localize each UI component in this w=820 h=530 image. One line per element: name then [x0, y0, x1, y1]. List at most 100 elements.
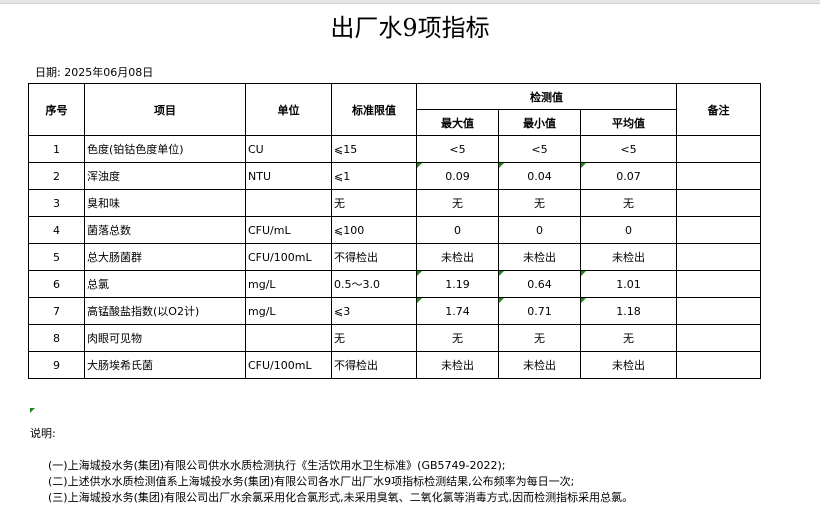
table-row: 4 菌落总数 CFU/mL ⩽100 0 0 0 — [28, 216, 761, 244]
cell-remark — [676, 243, 761, 271]
cell-limit: ⩽100 — [331, 216, 417, 244]
cell-unit — [245, 324, 332, 352]
cell-avg: 0.07 — [580, 162, 677, 190]
report-date: 日期: 2025年06月08日 — [35, 66, 154, 79]
table-row: 2 浑浊度 NTU ⩽1 0.09 0.04 0.07 — [28, 162, 761, 190]
table-row: 1 色度(铂钴色度单位) CU ⩽15 <5 <5 <5 — [28, 135, 761, 163]
cell-max: 无 — [416, 324, 499, 352]
cell-remark — [676, 351, 761, 379]
cell-remark — [676, 216, 761, 244]
cell-avg: 1.01 — [580, 270, 677, 298]
cell-remark — [676, 189, 761, 217]
cell-no: 5 — [28, 243, 85, 271]
table-row: 8 肉眼可见物无无无无 — [28, 324, 761, 352]
spreadsheet-header-bar — [0, 0, 820, 4]
cell-unit: mg/L — [245, 297, 332, 325]
cell-max: 1.74 — [416, 297, 499, 325]
header-avg: 平均值 — [580, 109, 677, 136]
page-title: 出厂水9项指标 — [330, 14, 490, 42]
cell-item: 大肠埃希氏菌 — [84, 351, 246, 379]
cell-remark — [676, 297, 761, 325]
cell-limit: 不得检出 — [331, 351, 417, 379]
cell-no: 4 — [28, 216, 85, 244]
cell-min: 0.71 — [498, 297, 581, 325]
cell-min: 0.04 — [498, 162, 581, 190]
cell-avg: 无 — [580, 324, 677, 352]
cell-max: 0.09 — [416, 162, 499, 190]
cell-no: 3 — [28, 189, 85, 217]
cell-max: <5 — [416, 135, 499, 163]
cell-max: 1.19 — [416, 270, 499, 298]
cell-item: 总大肠菌群 — [84, 243, 246, 271]
cell-min: <5 — [498, 135, 581, 163]
header-measured: 检测值 — [416, 83, 677, 110]
header-no: 序号 — [28, 83, 85, 136]
table-row: 7 高锰酸盐指数(以O2计) mg/L ⩽3 1.74 0.71 1.18 — [28, 297, 761, 325]
cell-remark — [676, 135, 761, 163]
cell-min: 无 — [498, 324, 581, 352]
notes-label: 说明: — [30, 427, 56, 440]
cell-item: 高锰酸盐指数(以O2计) — [84, 297, 246, 325]
cell-avg: 未检出 — [580, 243, 677, 271]
table-row: 6 总氯 mg/L 0.5～3.0 1.19 0.64 1.01 — [28, 270, 761, 298]
cell-max: 未检出 — [416, 351, 499, 379]
cell-min: 未检出 — [498, 351, 581, 379]
cell-unit: CFU/100mL — [245, 351, 332, 379]
cell-limit: ⩽3 — [331, 297, 417, 325]
cell-unit: CFU/mL — [245, 216, 332, 244]
header-unit: 单位 — [245, 83, 332, 136]
cell-limit: 不得检出 — [331, 243, 417, 271]
cell-no: 1 — [28, 135, 85, 163]
cell-limit: 无 — [331, 189, 417, 217]
cell-remark — [676, 324, 761, 352]
table-row: 3 臭和味无无无无 — [28, 189, 761, 217]
header-item: 项目 — [84, 83, 246, 136]
water-quality-table: 序号 项目 单位 标准限值 检测值 备注 最大值 最小值 平均值 1 色度(铂钴色… — [28, 83, 761, 379]
cell-item: 色度(铂钴色度单位) — [84, 135, 246, 163]
cell-no: 7 — [28, 297, 85, 325]
cell-unit: CU — [245, 135, 332, 163]
cell-avg: 未检出 — [580, 351, 677, 379]
cell-limit: 0.5～3.0 — [331, 270, 417, 298]
cell-item: 总氯 — [84, 270, 246, 298]
cell-min: 0 — [498, 216, 581, 244]
header-remark: 备注 — [676, 83, 761, 136]
cell-min: 0.64 — [498, 270, 581, 298]
table-row: 9 大肠埃希氏菌 CFU/100mL 不得检出 未检出 未检出 未检出 — [28, 351, 761, 379]
cell-comment-marker — [30, 408, 35, 413]
cell-limit: 无 — [331, 324, 417, 352]
cell-item: 浑浊度 — [84, 162, 246, 190]
note-line: (二)上述供水水质检测值系上海城投水务(集团)有限公司各水厂出厂水9项指标检测结… — [48, 475, 575, 488]
cell-unit: CFU/100mL — [245, 243, 332, 271]
note-line: (三)上海城投水务(集团)有限公司出厂水余氯采用化合氯形式,未采用臭氧、二氧化氯… — [48, 491, 634, 504]
cell-remark — [676, 162, 761, 190]
cell-item: 菌落总数 — [84, 216, 246, 244]
cell-avg: 1.18 — [580, 297, 677, 325]
cell-avg: 无 — [580, 189, 677, 217]
cell-no: 9 — [28, 351, 85, 379]
cell-unit: mg/L — [245, 270, 332, 298]
cell-remark — [676, 270, 761, 298]
cell-limit: ⩽15 — [331, 135, 417, 163]
notes: 说明: (一)上海城投水务(集团)有限公司供水水质检测执行《生活饮用水卫生标准》… — [30, 426, 633, 506]
header-limit: 标准限值 — [331, 83, 417, 136]
cell-min: 未检出 — [498, 243, 581, 271]
cell-max: 无 — [416, 189, 499, 217]
cell-no: 2 — [28, 162, 85, 190]
cell-max: 未检出 — [416, 243, 499, 271]
cell-item: 臭和味 — [84, 189, 246, 217]
cell-unit: NTU — [245, 162, 332, 190]
cell-limit: ⩽1 — [331, 162, 417, 190]
cell-max: 0 — [416, 216, 499, 244]
header-min: 最小值 — [498, 109, 581, 136]
cell-min: 无 — [498, 189, 581, 217]
cell-avg: 0 — [580, 216, 677, 244]
cell-avg: <5 — [580, 135, 677, 163]
cell-no: 8 — [28, 324, 85, 352]
cell-item: 肉眼可见物 — [84, 324, 246, 352]
cell-unit — [245, 189, 332, 217]
table-row: 5 总大肠菌群 CFU/100mL 不得检出 未检出 未检出 未检出 — [28, 243, 761, 271]
note-line: (一)上海城投水务(集团)有限公司供水水质检测执行《生活饮用水卫生标准》(GB5… — [48, 459, 506, 472]
header-max: 最大值 — [416, 109, 499, 136]
cell-no: 6 — [28, 270, 85, 298]
